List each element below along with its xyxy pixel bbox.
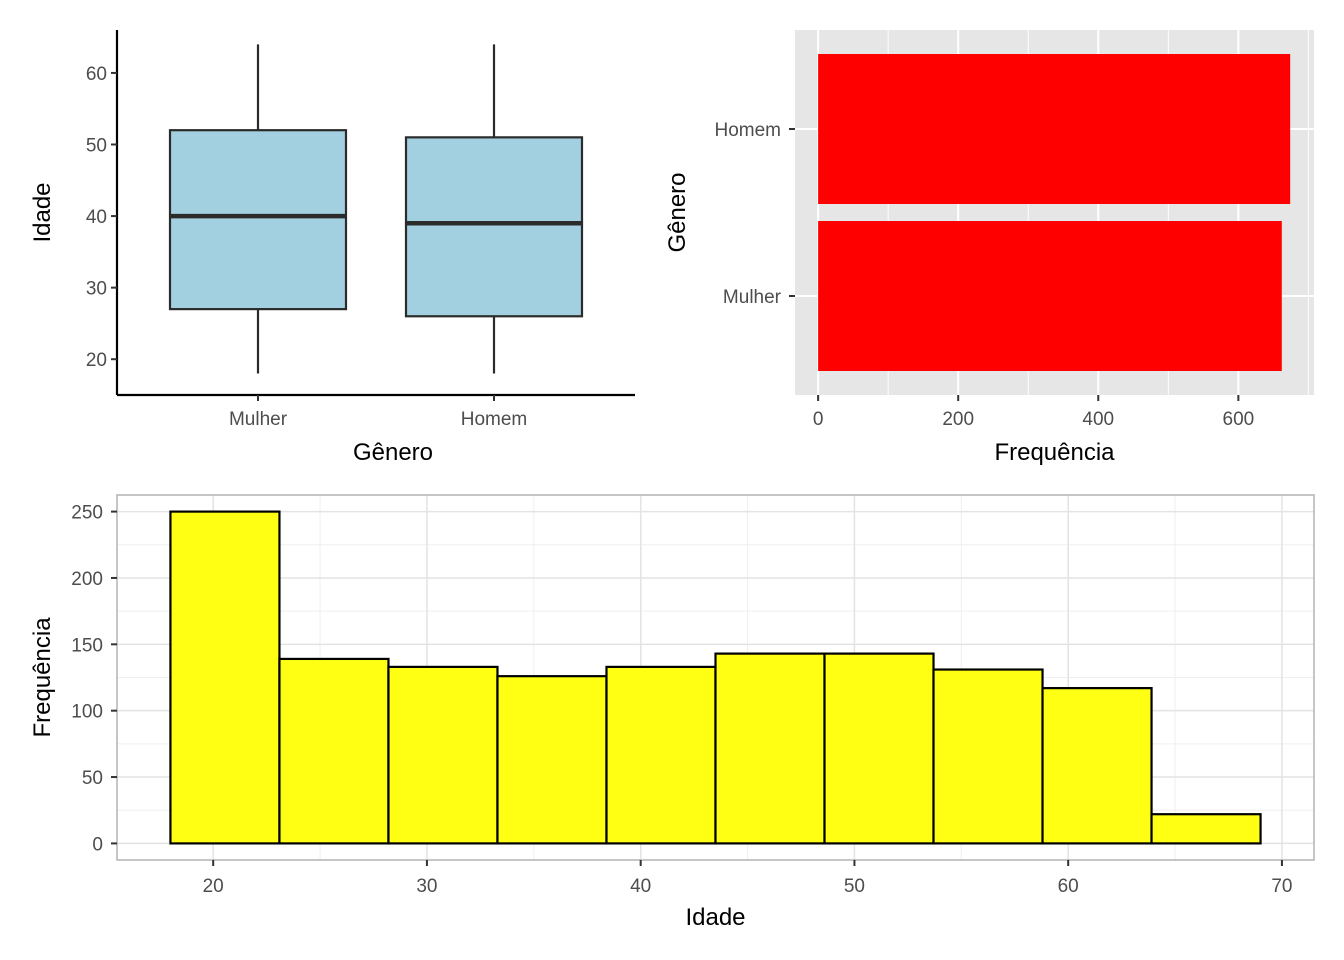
bar [818, 221, 1282, 371]
bar-panel: Mulher Homem 0 200 400 600 Frequência Gênero [664, 30, 1314, 466]
panel-border [116, 494, 1315, 861]
x-axis-title: Idade [685, 904, 745, 931]
box-body [168, 129, 348, 311]
x-tick-label: 0 [813, 409, 824, 430]
y-tick-label: 200 [71, 569, 103, 590]
x-tick-label: 400 [1082, 409, 1114, 430]
y-tick-label: 250 [71, 503, 103, 524]
histogram-bar [932, 668, 1044, 845]
y-tick-label: 150 [71, 635, 103, 656]
x-axis-title: Frequência [994, 439, 1115, 466]
y-tick-label: 100 [71, 702, 103, 723]
histogram-bar [1150, 813, 1262, 845]
y-tick-label: 50 [82, 768, 103, 789]
x-tick-label: Mulher [229, 409, 288, 430]
x-tick-label: 70 [1271, 876, 1292, 897]
boxplot-panel: 20 30 40 50 60 Mulher Homem Gênero Idade [29, 30, 635, 466]
y-tick-label: Homem [714, 120, 781, 141]
x-tick-label: 200 [942, 409, 974, 430]
y-tick-label: 20 [86, 350, 107, 371]
x-tick-label: 600 [1223, 409, 1255, 430]
x-tick-label: 60 [1058, 876, 1079, 897]
y-axis-title: Gênero [664, 172, 691, 252]
x-axis-title: Gênero [353, 439, 433, 466]
y-tick-label: Mulher [723, 287, 782, 308]
histogram-bar [605, 665, 717, 845]
x-tick-label: 50 [844, 876, 865, 897]
y-tick-label: 50 [86, 136, 107, 157]
bar [818, 54, 1291, 204]
y-axis-title: Idade [29, 182, 56, 242]
histogram-panel: 0 50 100 150 200 250 20 30 40 50 60 70 Idade Frequênc… [29, 494, 1315, 931]
histogram-bar [169, 510, 281, 845]
histogram-bar [1041, 687, 1153, 845]
histogram-bar [823, 652, 935, 845]
x-tick-label: 40 [630, 876, 651, 897]
box-body [404, 136, 584, 318]
histogram-bar [714, 652, 826, 845]
y-tick-label: 40 [86, 207, 107, 228]
y-tick-label: 30 [86, 279, 107, 300]
y-tick-label: 0 [92, 834, 103, 855]
histogram-bar [278, 657, 390, 845]
histogram-bar [387, 665, 499, 845]
y-tick-label: 60 [86, 64, 107, 85]
x-tick-label: 20 [203, 876, 224, 897]
histogram-bar [496, 675, 608, 845]
x-tick-label: 30 [416, 876, 437, 897]
x-tick-label: Homem [461, 409, 528, 430]
y-axis-title: Frequência [29, 617, 56, 738]
